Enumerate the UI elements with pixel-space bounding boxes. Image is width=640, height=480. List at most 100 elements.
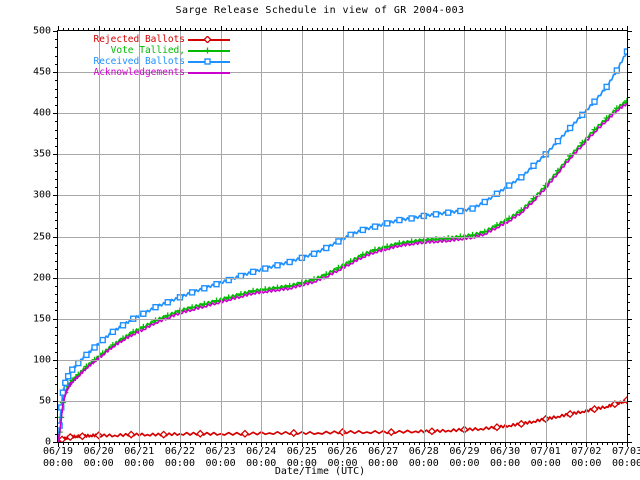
- x-axis-tick-label: 06/21 00:00: [124, 446, 155, 469]
- x-axis-minor-tick: [611, 442, 613, 445]
- x-axis-minor-tick: [195, 442, 197, 445]
- series-marker: [554, 137, 562, 145]
- series-marker: [249, 268, 257, 276]
- x-axis-minor-tick: [484, 28, 486, 31]
- x-axis-minor-tick: [322, 28, 324, 31]
- x-axis-tick: [261, 26, 263, 31]
- x-axis-minor-tick: [479, 442, 481, 445]
- x-axis-minor-tick: [210, 28, 212, 31]
- gridline-vertical: [139, 31, 141, 442]
- x-axis-tick: [301, 442, 303, 447]
- x-axis-minor-tick: [337, 28, 339, 31]
- y-axis-tick: [627, 154, 632, 156]
- legend-item[interactable]: Vote Tallied,: [60, 45, 230, 56]
- x-axis-minor-tick: [515, 28, 517, 31]
- x-axis-minor-tick: [555, 442, 557, 445]
- y-axis-minor-tick: [55, 104, 58, 106]
- series-marker: [91, 344, 98, 351]
- x-axis-minor-tick: [474, 442, 476, 445]
- y-axis-minor-tick: [627, 211, 630, 213]
- y-axis-minor-tick: [627, 351, 630, 353]
- x-axis-minor-tick: [73, 28, 75, 31]
- x-axis-minor-tick: [454, 28, 456, 31]
- x-axis-minor-tick: [479, 28, 481, 31]
- x-axis-minor-tick: [240, 28, 242, 31]
- legend-label: Rejected Ballots: [93, 34, 185, 45]
- y-axis-minor-tick: [627, 80, 630, 82]
- y-axis-tick: [627, 442, 632, 443]
- y-axis-tick: [53, 113, 58, 115]
- x-axis-minor-tick: [378, 442, 380, 445]
- legend-label: Received Ballots: [93, 56, 185, 67]
- legend-item[interactable]: Acknowledgements: [60, 67, 230, 78]
- x-axis-minor-tick: [616, 442, 618, 445]
- y-axis-minor-tick: [55, 146, 58, 148]
- y-axis-tick: [53, 195, 58, 197]
- y-axis-tick: [627, 400, 632, 402]
- x-axis-minor-tick: [245, 28, 247, 31]
- y-axis-minor-tick: [627, 409, 630, 411]
- y-axis-tick-labels: 0 50 100 150 200 250 300 350 400 450 500: [0, 26, 55, 448]
- series-marker: [579, 111, 586, 119]
- y-axis-minor-tick: [55, 63, 58, 65]
- y-axis-minor-tick: [627, 162, 630, 164]
- x-axis-minor-tick: [469, 442, 471, 445]
- x-axis-minor-tick: [474, 28, 476, 31]
- x-axis-minor-tick: [439, 442, 441, 445]
- series-marker: [204, 36, 211, 43]
- x-axis-minor-tick: [560, 28, 562, 31]
- series-marker: [566, 124, 574, 132]
- x-axis-minor-tick: [103, 28, 105, 31]
- x-axis-tick: [627, 26, 628, 31]
- x-axis-minor-tick: [306, 28, 308, 31]
- series-marker: [159, 430, 168, 439]
- x-axis-minor-tick: [271, 28, 273, 31]
- y-axis-minor-tick: [627, 88, 630, 90]
- y-axis-minor-tick: [55, 417, 58, 419]
- y-axis-minor-tick: [627, 170, 630, 172]
- y-axis-minor-tick: [55, 285, 58, 287]
- x-axis-minor-tick: [347, 442, 349, 445]
- series-marker: [286, 258, 293, 266]
- legend-item[interactable]: Rejected Ballots: [60, 34, 230, 45]
- y-axis-tick: [53, 72, 58, 74]
- x-axis-minor-tick: [68, 442, 70, 445]
- x-axis-minor-tick: [499, 28, 501, 31]
- series-marker: [384, 220, 391, 227]
- x-axis-minor-tick: [403, 442, 405, 445]
- x-axis-minor-tick: [88, 28, 90, 31]
- y-axis-minor-tick: [55, 80, 58, 82]
- gridline-vertical: [586, 31, 588, 442]
- x-axis-minor-tick: [149, 442, 151, 445]
- series-marker: [240, 429, 250, 438]
- x-axis-tick-label: 06/19 00:00: [42, 446, 74, 469]
- x-axis-minor-tick: [576, 28, 578, 31]
- y-axis-minor-tick: [627, 269, 630, 271]
- x-axis-minor-tick: [367, 442, 369, 445]
- gridline-vertical: [98, 31, 100, 442]
- y-axis-minor-tick: [55, 433, 58, 435]
- series-marker: [204, 47, 211, 54]
- series-marker: [624, 97, 627, 104]
- y-axis-minor-tick: [627, 96, 630, 98]
- x-axis-minor-tick: [372, 28, 374, 31]
- gridline-vertical: [383, 31, 385, 442]
- legend-item[interactable]: Received Ballots: [60, 56, 230, 67]
- x-axis-minor-tick: [591, 28, 593, 31]
- x-axis-tick: [139, 26, 141, 31]
- x-axis-minor-tick: [108, 442, 110, 445]
- y-axis-minor-tick: [55, 326, 58, 328]
- y-axis-minor-tick: [55, 425, 58, 427]
- y-axis-minor-tick: [55, 39, 58, 41]
- y-axis-minor-tick: [627, 384, 630, 386]
- y-axis-minor-tick: [55, 129, 58, 131]
- legend-line-swatch: [188, 72, 230, 74]
- x-axis-minor-tick: [367, 28, 369, 31]
- x-axis-minor-tick: [484, 442, 486, 445]
- x-axis-minor-tick: [362, 28, 364, 31]
- y-axis-minor-tick: [627, 187, 630, 189]
- series-marker: [396, 216, 403, 224]
- x-axis-minor-tick: [159, 442, 161, 445]
- series-marker: [262, 265, 269, 272]
- x-axis-minor-tick: [393, 28, 395, 31]
